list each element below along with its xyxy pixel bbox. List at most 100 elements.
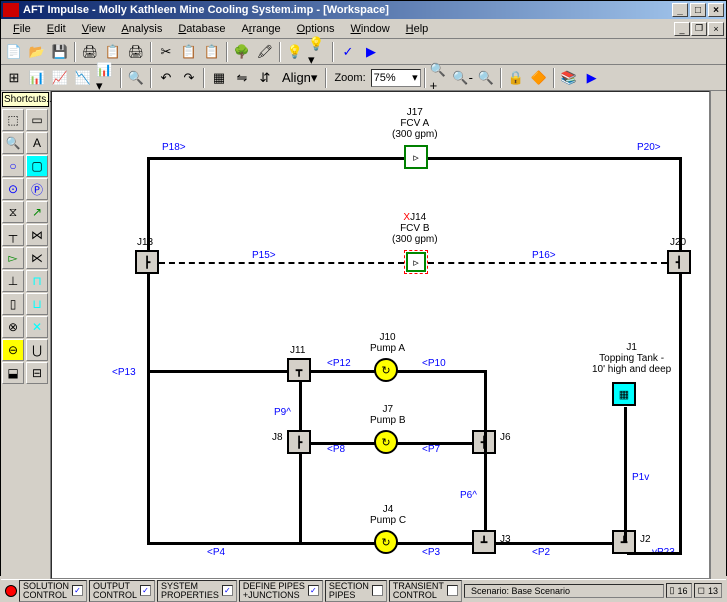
menu-edit[interactable]: Edit [39, 21, 74, 37]
mdi-minimize[interactable]: _ [674, 22, 690, 36]
junction-j14[interactable]: ▹ [404, 250, 428, 274]
print-setup-icon[interactable]: 🖨 [125, 41, 147, 63]
status-define[interactable]: DEFINE PIPES +JUNCTIONS✓ [239, 580, 323, 602]
label-j10: J10 Pump A [370, 332, 405, 354]
paste-icon[interactable]: 📋 [201, 41, 223, 63]
flag-icon[interactable]: ▶ [581, 67, 603, 89]
tool-exchanger[interactable]: ⊓ [26, 270, 48, 292]
junction-j4[interactable]: ↻ [374, 530, 398, 554]
label-j17: J17 FCV A (300 gpm) [392, 107, 438, 140]
redo-icon[interactable]: ↷ [178, 67, 200, 89]
tool-spray[interactable]: ⊥ [2, 270, 24, 292]
model-icon[interactable]: 📊 [26, 67, 48, 89]
tool-orifice[interactable]: ⊔ [26, 293, 48, 315]
grid-icon[interactable]: ▦ [208, 67, 230, 89]
lock-icon[interactable]: 🔒 [505, 67, 527, 89]
open-icon[interactable]: 📂 [26, 41, 48, 63]
shortcuts-panel: Shortcuts... ⬚ ▭ 🔍 A ○ ▢ ⊙ Ⓟ ⧖ ↗ ┬ ⋈ ▻ ⋉… [1, 91, 51, 579]
toolbar-2: ⊞ 📊 📈 📉 📊▾ 🔍 ↶ ↷ ▦ ⇋ ⇵ Align ▾ Zoom: 75%… [1, 65, 726, 91]
mdi-restore[interactable]: ❐ [691, 22, 707, 36]
zoom-in-icon[interactable]: 🔍+ [429, 67, 451, 89]
zoom-combo[interactable]: 75%▾ [371, 69, 421, 87]
tool-select[interactable]: ⬚ [2, 109, 24, 131]
tool-bend[interactable]: ⋈ [26, 224, 48, 246]
junction-j11[interactable]: ┳ [287, 358, 311, 382]
junction-j8[interactable]: ┣ [287, 430, 311, 454]
tool-assigned[interactable]: ⬓ [2, 362, 24, 384]
label-j20: J20 [670, 237, 686, 248]
flip-v-icon[interactable]: ⇵ [254, 67, 276, 89]
tool-surge[interactable]: ⊟ [26, 362, 48, 384]
tool-branch[interactable]: ⊖ [2, 339, 24, 361]
maximize-button[interactable]: □ [690, 3, 706, 17]
tree-icon[interactable]: 🌳 [231, 41, 253, 63]
close-button[interactable]: × [708, 3, 724, 17]
check-icon[interactable]: ✓ [337, 41, 359, 63]
tool-area[interactable]: ✕ [26, 316, 48, 338]
menu-arrange[interactable]: Arrange [233, 21, 288, 37]
print-icon[interactable]: 🖨 [79, 41, 101, 63]
menu-analysis[interactable]: Analysis [113, 21, 170, 37]
lightbulb2-icon[interactable]: 💡▾ [307, 41, 329, 63]
workspace-canvas[interactable]: P18> P20> ▹ J17 FCV A (300 gpm) ┣ J13 ┫ … [51, 91, 710, 579]
status-system[interactable]: SYSTEM PROPERTIES✓ [157, 580, 237, 602]
tool-pump[interactable]: Ⓟ [26, 178, 48, 200]
tool-text[interactable]: ▭ [26, 109, 48, 131]
flip-h-icon[interactable]: ⇋ [231, 67, 253, 89]
tool-pipe[interactable]: ○ [2, 155, 24, 177]
junction-j1[interactable]: ▦ [612, 382, 636, 406]
cut-icon[interactable]: ✂ [155, 41, 177, 63]
menu-file[interactable]: File [5, 21, 39, 37]
status-solution[interactable]: SOLUTION CONTROL✓ [19, 580, 87, 602]
tool-reservoir[interactable]: ⊙ [2, 178, 24, 200]
vertical-scrollbar[interactable] [710, 91, 726, 579]
workspace-icon[interactable]: ⊞ [3, 67, 25, 89]
tool-tee[interactable]: ┬ [2, 224, 24, 246]
undo-icon[interactable]: ↶ [155, 67, 177, 89]
junction-j20[interactable]: ┫ [667, 250, 691, 274]
menu-options[interactable]: Options [289, 21, 343, 37]
tool-tank[interactable]: ▢ [26, 155, 48, 177]
save-icon[interactable]: 💾 [49, 41, 71, 63]
pipe-p9: P9^ [274, 407, 291, 418]
output-icon[interactable]: 📈 [49, 67, 71, 89]
graph-icon[interactable]: 📉 [72, 67, 94, 89]
tool-dead[interactable]: ⋃ [26, 339, 48, 361]
menu-database[interactable]: Database [170, 21, 233, 37]
menu-view[interactable]: View [74, 21, 114, 37]
layers-icon[interactable]: 📚 [558, 67, 580, 89]
status-transient[interactable]: TRANSIENT CONTROL [389, 580, 462, 602]
copy-icon[interactable]: 📋 [178, 41, 200, 63]
minimize-button[interactable]: _ [672, 3, 688, 17]
junction-j3[interactable]: ┻ [472, 530, 496, 554]
tool-relief[interactable]: ⋉ [26, 247, 48, 269]
status-section[interactable]: SECTION PIPES [325, 580, 387, 602]
mdi-close[interactable]: × [708, 22, 724, 36]
junction-j13[interactable]: ┣ [135, 250, 159, 274]
zoom-fit-icon[interactable]: 🔍 [475, 67, 497, 89]
tool-zoom[interactable]: 🔍 [2, 132, 24, 154]
junction-j17[interactable]: ▹ [404, 145, 428, 169]
tool-valve[interactable]: ⧖ [2, 201, 24, 223]
tool-annotate[interactable]: A [26, 132, 48, 154]
align-dropdown[interactable]: Align ▾ [277, 67, 322, 89]
find-icon[interactable]: 🔍 [125, 67, 147, 89]
menu-help[interactable]: Help [398, 21, 437, 37]
zoom-out-icon[interactable]: 🔍- [452, 67, 474, 89]
new-icon[interactable]: 📄 [3, 41, 25, 63]
status-output[interactable]: OUTPUT CONTROL✓ [89, 580, 155, 602]
color-icon[interactable]: 🔶 [528, 67, 550, 89]
visual-icon[interactable]: 📊▾ [95, 67, 117, 89]
menu-window[interactable]: Window [343, 21, 398, 37]
play-icon[interactable]: ▶ [360, 41, 382, 63]
tool-control[interactable]: ▻ [2, 247, 24, 269]
highlight-icon[interactable]: 🖍 [254, 41, 276, 63]
tool-general[interactable]: ▯ [2, 293, 24, 315]
lightbulb-icon[interactable]: 💡 [284, 41, 306, 63]
junction-j10[interactable]: ↻ [374, 358, 398, 382]
tool-screen[interactable]: ⊗ [2, 316, 24, 338]
tool-check[interactable]: ↗ [26, 201, 48, 223]
print-preview-icon[interactable]: 📋 [102, 41, 124, 63]
shortcuts-header[interactable]: Shortcuts... [2, 92, 49, 107]
junction-j7[interactable]: ↻ [374, 430, 398, 454]
